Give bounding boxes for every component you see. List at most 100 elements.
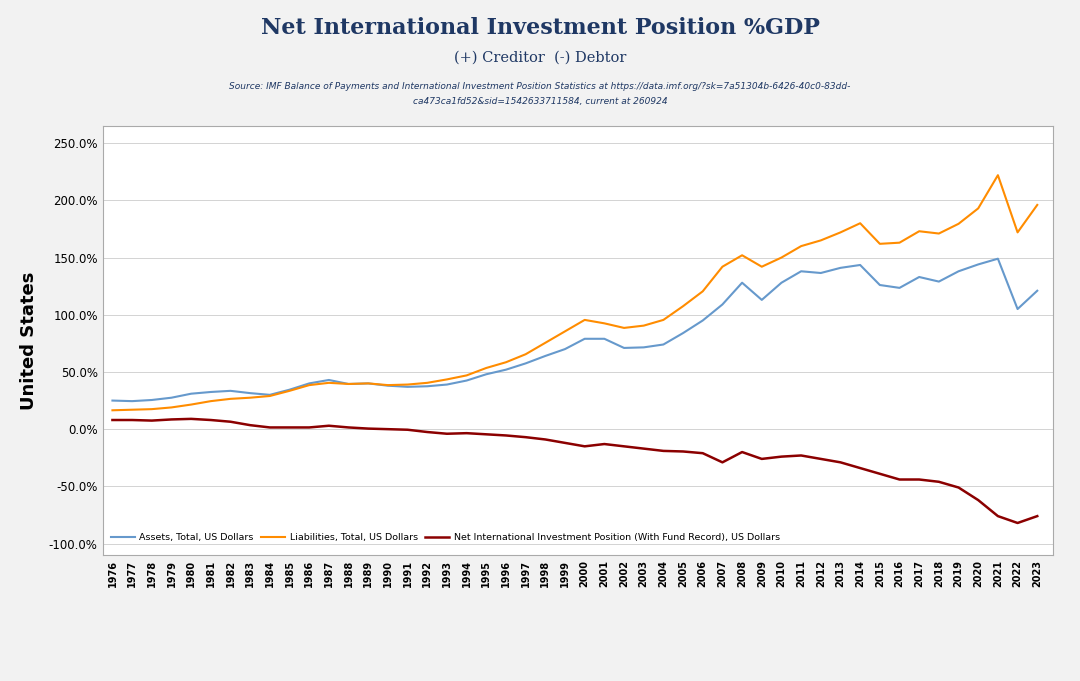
Liabilities, Total, US Dollars bbox=[362, 379, 375, 387]
Liabilities, Total, US Dollars bbox=[539, 338, 552, 347]
Liabilities, Total, US Dollars bbox=[618, 324, 631, 332]
Liabilities, Total, US Dollars bbox=[185, 400, 198, 409]
Net International Investment Position (With Fund Record), US Dollars bbox=[283, 424, 296, 432]
Assets, Total, US Dollars bbox=[657, 340, 670, 349]
Assets, Total, US Dollars bbox=[814, 269, 827, 277]
Liabilities, Total, US Dollars bbox=[244, 394, 257, 402]
Assets, Total, US Dollars bbox=[676, 329, 689, 337]
Net International Investment Position (With Fund Record), US Dollars bbox=[342, 424, 355, 432]
Net International Investment Position (With Fund Record), US Dollars bbox=[893, 475, 906, 484]
Liabilities, Total, US Dollars bbox=[676, 302, 689, 311]
Liabilities, Total, US Dollars bbox=[697, 287, 710, 296]
Assets, Total, US Dollars bbox=[913, 273, 926, 281]
Assets, Total, US Dollars bbox=[125, 397, 138, 405]
Liabilities, Total, US Dollars bbox=[125, 406, 138, 414]
Assets, Total, US Dollars bbox=[244, 389, 257, 397]
Liabilities, Total, US Dollars bbox=[853, 219, 866, 227]
Assets, Total, US Dollars bbox=[697, 317, 710, 325]
Assets, Total, US Dollars bbox=[795, 267, 808, 275]
Assets, Total, US Dollars bbox=[480, 370, 492, 379]
Liabilities, Total, US Dollars bbox=[972, 204, 985, 212]
Assets, Total, US Dollars bbox=[106, 396, 119, 405]
Liabilities, Total, US Dollars bbox=[578, 316, 591, 324]
Liabilities, Total, US Dollars bbox=[1030, 201, 1043, 209]
Assets, Total, US Dollars bbox=[991, 255, 1004, 263]
Liabilities, Total, US Dollars bbox=[381, 381, 394, 390]
Assets, Total, US Dollars bbox=[932, 277, 945, 285]
Net International Investment Position (With Fund Record), US Dollars bbox=[1011, 519, 1024, 527]
Net International Investment Position (With Fund Record), US Dollars bbox=[106, 416, 119, 424]
Net International Investment Position (With Fund Record), US Dollars bbox=[362, 424, 375, 432]
Net International Investment Position (With Fund Record), US Dollars bbox=[953, 484, 966, 492]
Net International Investment Position (With Fund Record), US Dollars bbox=[499, 431, 512, 439]
Liabilities, Total, US Dollars bbox=[283, 387, 296, 395]
Liabilities, Total, US Dollars bbox=[342, 380, 355, 388]
Net International Investment Position (With Fund Record), US Dollars bbox=[185, 415, 198, 423]
Net International Investment Position (With Fund Record), US Dollars bbox=[264, 424, 276, 432]
Assets, Total, US Dollars bbox=[323, 376, 336, 384]
Net International Investment Position (With Fund Record), US Dollars bbox=[814, 455, 827, 463]
Net International Investment Position (With Fund Record), US Dollars bbox=[775, 453, 788, 461]
Assets, Total, US Dollars bbox=[893, 284, 906, 292]
Net International Investment Position (With Fund Record), US Dollars bbox=[598, 440, 611, 448]
Legend: Assets, Total, US Dollars, Liabilities, Total, US Dollars, Net International Inv: Assets, Total, US Dollars, Liabilities, … bbox=[107, 529, 784, 546]
Liabilities, Total, US Dollars bbox=[421, 379, 434, 387]
Assets, Total, US Dollars bbox=[499, 366, 512, 374]
Liabilities, Total, US Dollars bbox=[834, 228, 847, 236]
Liabilities, Total, US Dollars bbox=[716, 263, 729, 271]
Assets, Total, US Dollars bbox=[834, 264, 847, 272]
Liabilities, Total, US Dollars bbox=[953, 220, 966, 228]
Net International Investment Position (With Fund Record), US Dollars bbox=[460, 429, 473, 437]
Liabilities, Total, US Dollars bbox=[204, 397, 217, 405]
Assets, Total, US Dollars bbox=[716, 300, 729, 308]
Assets, Total, US Dollars bbox=[558, 345, 571, 353]
Liabilities, Total, US Dollars bbox=[735, 251, 748, 259]
Assets, Total, US Dollars bbox=[224, 387, 237, 395]
Liabilities, Total, US Dollars bbox=[323, 379, 336, 387]
Liabilities, Total, US Dollars bbox=[302, 381, 315, 390]
Liabilities, Total, US Dollars bbox=[637, 321, 650, 330]
Net International Investment Position (With Fund Record), US Dollars bbox=[972, 496, 985, 504]
Liabilities, Total, US Dollars bbox=[755, 263, 768, 271]
Liabilities, Total, US Dollars bbox=[991, 171, 1004, 179]
Net International Investment Position (With Fund Record), US Dollars bbox=[421, 428, 434, 436]
Liabilities, Total, US Dollars bbox=[519, 350, 532, 358]
Liabilities, Total, US Dollars bbox=[224, 395, 237, 403]
Assets, Total, US Dollars bbox=[441, 381, 454, 389]
Net International Investment Position (With Fund Record), US Dollars bbox=[401, 426, 414, 434]
Liabilities, Total, US Dollars bbox=[499, 358, 512, 366]
Net International Investment Position (With Fund Record), US Dollars bbox=[735, 448, 748, 456]
Liabilities, Total, US Dollars bbox=[795, 242, 808, 250]
Assets, Total, US Dollars bbox=[302, 379, 315, 387]
Liabilities, Total, US Dollars bbox=[893, 238, 906, 247]
Liabilities, Total, US Dollars bbox=[480, 364, 492, 372]
Net International Investment Position (With Fund Record), US Dollars bbox=[441, 430, 454, 438]
Y-axis label: United States: United States bbox=[19, 271, 38, 410]
Net International Investment Position (With Fund Record), US Dollars bbox=[676, 447, 689, 456]
Net International Investment Position (With Fund Record), US Dollars bbox=[657, 447, 670, 455]
Liabilities, Total, US Dollars bbox=[1011, 228, 1024, 236]
Net International Investment Position (With Fund Record), US Dollars bbox=[874, 470, 887, 478]
Net International Investment Position (With Fund Record), US Dollars bbox=[913, 475, 926, 484]
Assets, Total, US Dollars bbox=[381, 381, 394, 390]
Text: Source: IMF Balance of Payments and International Investment Position Statistics: Source: IMF Balance of Payments and Inte… bbox=[229, 82, 851, 91]
Assets, Total, US Dollars bbox=[1011, 305, 1024, 313]
Assets, Total, US Dollars bbox=[637, 343, 650, 351]
Assets, Total, US Dollars bbox=[185, 390, 198, 398]
Net International Investment Position (With Fund Record), US Dollars bbox=[323, 422, 336, 430]
Assets, Total, US Dollars bbox=[953, 267, 966, 275]
Net International Investment Position (With Fund Record), US Dollars bbox=[637, 445, 650, 453]
Assets, Total, US Dollars bbox=[755, 296, 768, 304]
Assets, Total, US Dollars bbox=[598, 334, 611, 343]
Liabilities, Total, US Dollars bbox=[401, 381, 414, 389]
Net International Investment Position (With Fund Record), US Dollars bbox=[558, 439, 571, 447]
Liabilities, Total, US Dollars bbox=[558, 328, 571, 336]
Liabilities, Total, US Dollars bbox=[657, 316, 670, 324]
Line: Liabilities, Total, US Dollars: Liabilities, Total, US Dollars bbox=[112, 175, 1037, 410]
Liabilities, Total, US Dollars bbox=[441, 375, 454, 383]
Net International Investment Position (With Fund Record), US Dollars bbox=[381, 425, 394, 433]
Net International Investment Position (With Fund Record), US Dollars bbox=[244, 421, 257, 429]
Line: Net International Investment Position (With Fund Record), US Dollars: Net International Investment Position (W… bbox=[112, 419, 1037, 523]
Net International Investment Position (With Fund Record), US Dollars bbox=[991, 512, 1004, 520]
Assets, Total, US Dollars bbox=[735, 279, 748, 287]
